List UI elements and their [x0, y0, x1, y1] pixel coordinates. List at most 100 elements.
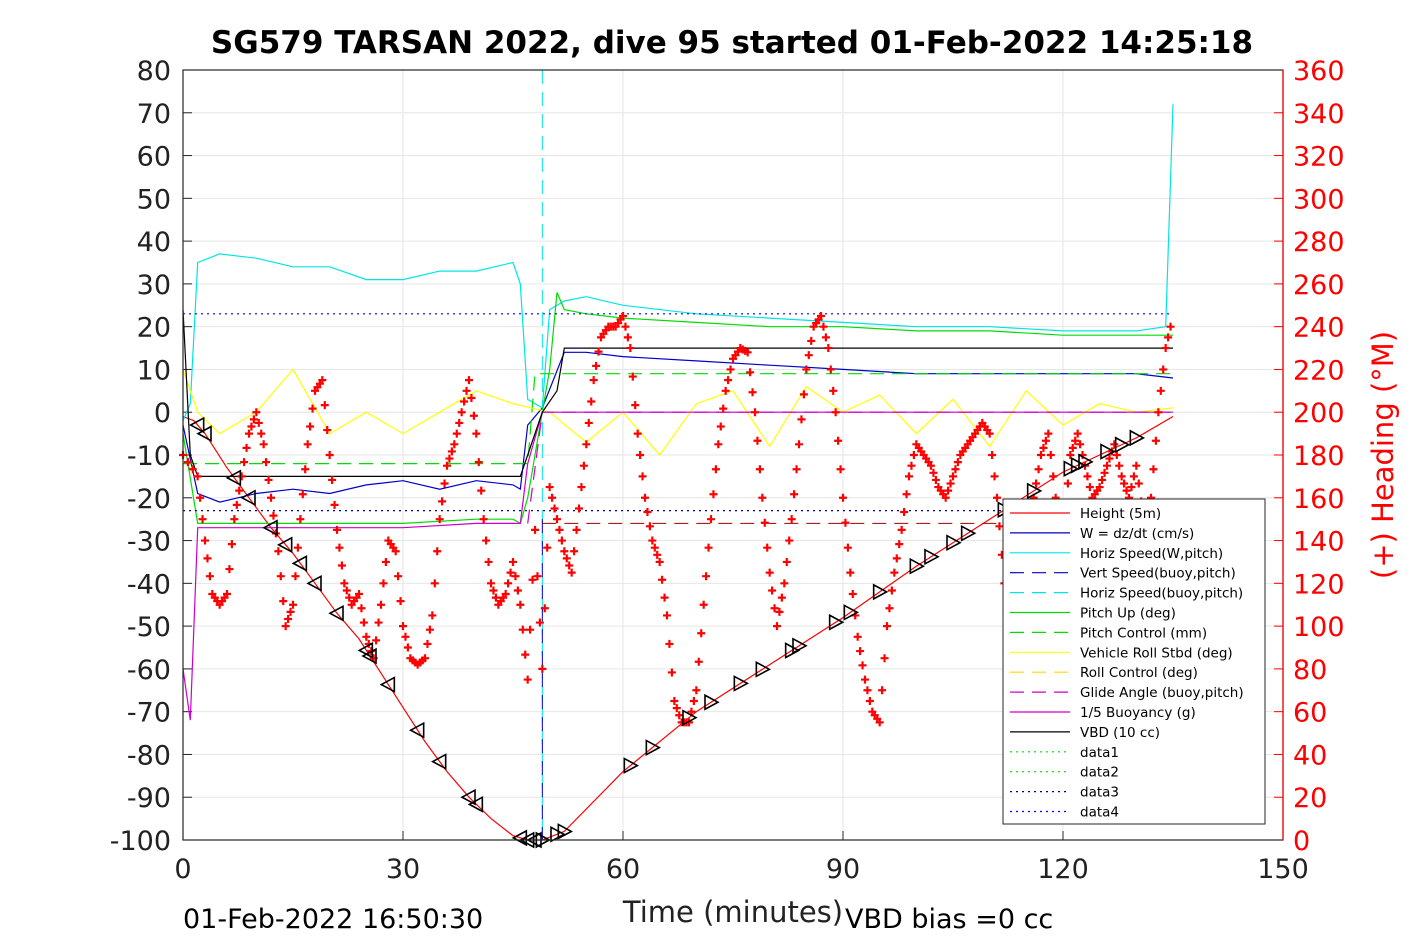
- heading-point: [743, 348, 752, 357]
- heading-point: [484, 557, 493, 566]
- heading-point: [560, 547, 569, 556]
- heading-point: [1034, 465, 1043, 474]
- heading-point: [506, 568, 515, 577]
- heading-point: [817, 311, 825, 320]
- heading-point: [579, 461, 588, 470]
- heading-point: [1066, 451, 1075, 459]
- y-tick-label: -40: [127, 569, 171, 600]
- y-tick-label: -100: [110, 826, 171, 857]
- heading-point: [230, 515, 239, 524]
- heading-point: [1044, 429, 1053, 438]
- heading-point: [648, 536, 657, 545]
- depth-marker: [755, 660, 772, 678]
- y-tick-label: 60: [137, 142, 171, 173]
- legend-label-data4: data4: [1080, 805, 1119, 821]
- depth-marker: [946, 534, 962, 552]
- heading-point: [457, 408, 466, 417]
- y-tick-label: -70: [127, 698, 171, 729]
- depth-marker: [960, 524, 977, 542]
- depth-marker: [828, 613, 845, 631]
- heading-point: [636, 451, 645, 459]
- heading-point: [883, 622, 891, 631]
- depth-marker: [843, 604, 860, 621]
- depth-marker: [1129, 429, 1146, 447]
- heading-point: [254, 418, 263, 427]
- heading-point: [567, 568, 576, 577]
- heading-point: [1117, 472, 1126, 481]
- depth-marker: [240, 489, 256, 507]
- heading-point: [355, 590, 363, 599]
- heading-point: [907, 461, 916, 470]
- depth-marker: [645, 739, 662, 756]
- x-tick-label: 90: [826, 854, 860, 885]
- heading-point: [225, 565, 234, 574]
- depth-marker: [550, 825, 566, 843]
- heading-point: [631, 401, 640, 410]
- legend-label-roll-control-deg: Roll Control (deg): [1080, 665, 1198, 681]
- heading-point: [582, 440, 591, 449]
- heading-point: [462, 386, 471, 395]
- y-tick-label: -20: [127, 484, 171, 515]
- y2-tick-label: 260: [1293, 270, 1345, 301]
- heading-point: [619, 311, 627, 320]
- depth-marker: [1063, 460, 1080, 478]
- heading-point: [665, 639, 674, 648]
- heading-point: [325, 451, 334, 459]
- x-axis-label: Time (minutes): [622, 895, 843, 929]
- depth-marker: [733, 675, 750, 692]
- y2-axis-ticks: 0 20 40 60 80 100 120 140 160 180 200 220 240 260 280 3…: [1274, 56, 1345, 857]
- heading-point: [1076, 440, 1085, 449]
- y-tick-label: 0: [154, 398, 171, 429]
- heading-point: [447, 447, 456, 456]
- heading-point: [513, 586, 522, 595]
- heading-point: [719, 404, 728, 413]
- heading-point: [944, 486, 953, 495]
- legend-label-glide-angle-buoy-pitch: Glide Angle (buoy,pitch): [1080, 685, 1244, 701]
- heading-point: [357, 604, 366, 613]
- heading-point: [831, 408, 840, 417]
- heading-point: [572, 525, 581, 534]
- heading-point: [303, 440, 312, 449]
- heading-point: [401, 632, 410, 641]
- heading-point: [274, 547, 283, 556]
- legend-label-w-dz-dt-cm-s: W = dz/dt (cm/s): [1080, 526, 1194, 542]
- heading-point: [516, 600, 525, 609]
- heading-point: [374, 618, 383, 627]
- heading-point: [836, 465, 845, 474]
- y-tick-label: -10: [127, 441, 171, 472]
- depth-marker: [557, 823, 574, 840]
- legend-label-vert-speed-buoy-pitch: Vert Speed(buoy,pitch): [1080, 566, 1236, 582]
- heading-point: [223, 590, 231, 599]
- heading-point: [858, 661, 867, 670]
- heading-point: [638, 472, 647, 481]
- heading-point: [335, 543, 344, 552]
- heading-point: [623, 333, 632, 342]
- heading-point: [1159, 365, 1168, 374]
- heading-point: [394, 572, 403, 581]
- heading-point: [267, 493, 275, 502]
- heading-point: [856, 647, 865, 656]
- depth-marker: [1078, 453, 1094, 471]
- heading-point: [518, 625, 527, 634]
- heading-point: [428, 611, 437, 620]
- heading-point: [895, 540, 904, 549]
- depth-marker: [623, 757, 640, 774]
- heading-point: [403, 643, 412, 652]
- heading-point: [853, 632, 862, 641]
- heading-point: [575, 504, 583, 513]
- heading-point: [824, 344, 833, 353]
- depth-marker: [361, 647, 377, 665]
- heading-point: [804, 351, 813, 360]
- heading-point: [653, 550, 662, 559]
- heading-point: [773, 622, 781, 631]
- heading-point: [528, 575, 537, 584]
- legend-label-data2: data2: [1080, 765, 1119, 781]
- heading-point: [746, 368, 755, 377]
- x-tick-label: 30: [386, 854, 420, 885]
- heading-point: [1110, 440, 1119, 449]
- depth-marker: [379, 676, 396, 693]
- heading-point: [279, 597, 288, 606]
- heading-point: [1127, 483, 1136, 492]
- series-line-horiz-speed-w-pitch: [182, 104, 1174, 422]
- heading-point: [697, 629, 706, 638]
